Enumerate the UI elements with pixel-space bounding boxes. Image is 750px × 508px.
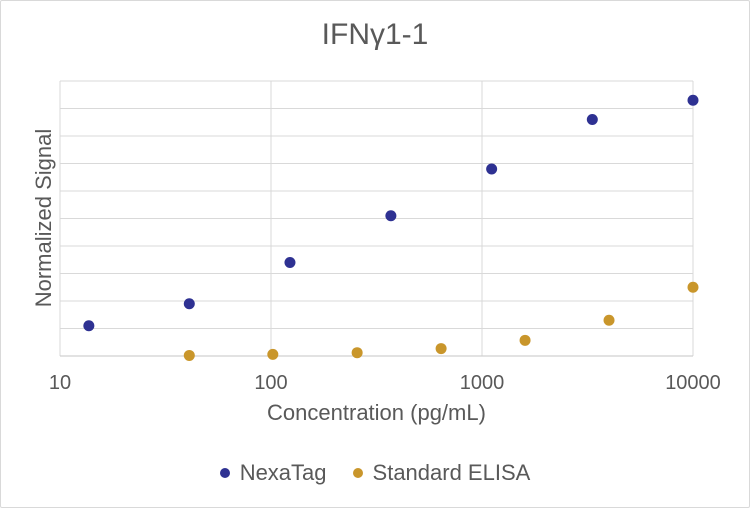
marker-standard-elisa — [435, 343, 447, 355]
x-tick-label: 100 — [254, 372, 287, 394]
legend-label-standard-elisa: Standard ELISA — [372, 460, 531, 485]
marker-nexatag — [687, 94, 699, 106]
marker-standard-elisa — [183, 349, 195, 361]
legend-marker-standard-elisa — [352, 468, 363, 478]
x-tick-label: 1000 — [460, 372, 505, 394]
marker-nexatag — [385, 210, 397, 222]
chart-title: IFNγ1-1 — [321, 18, 429, 51]
marker-standard-elisa — [267, 348, 279, 360]
grid-layer — [59, 80, 694, 356]
legend-label-nexatag: NexaTag — [239, 460, 327, 485]
y-axis-title: Normalized Signal — [31, 128, 56, 308]
x-axis-title: Concentration (pg/mL) — [267, 400, 486, 425]
marker-layer — [83, 94, 699, 361]
legend-item-nexatag: NexaTag — [219, 460, 327, 486]
marker-nexatag — [586, 114, 598, 125]
marker-nexatag — [83, 320, 95, 332]
marker-standard-elisa — [603, 314, 615, 326]
marker-nexatag — [183, 298, 195, 310]
x-tick-label: 10000 — [665, 372, 721, 394]
marker-nexatag — [486, 163, 498, 175]
axis-layer: 10 100 1000 10000 — [49, 355, 721, 394]
legend-item-standard-elisa: Standard ELISA — [352, 460, 531, 486]
x-tick-label: 10 — [49, 372, 71, 394]
marker-standard-elisa — [351, 347, 363, 359]
marker-nexatag — [284, 257, 296, 268]
marker-standard-elisa — [687, 281, 699, 293]
marker-standard-elisa — [519, 334, 531, 346]
legend: NexaTag Standard ELISA — [0, 460, 750, 486]
legend-marker-nexatag — [219, 468, 230, 478]
